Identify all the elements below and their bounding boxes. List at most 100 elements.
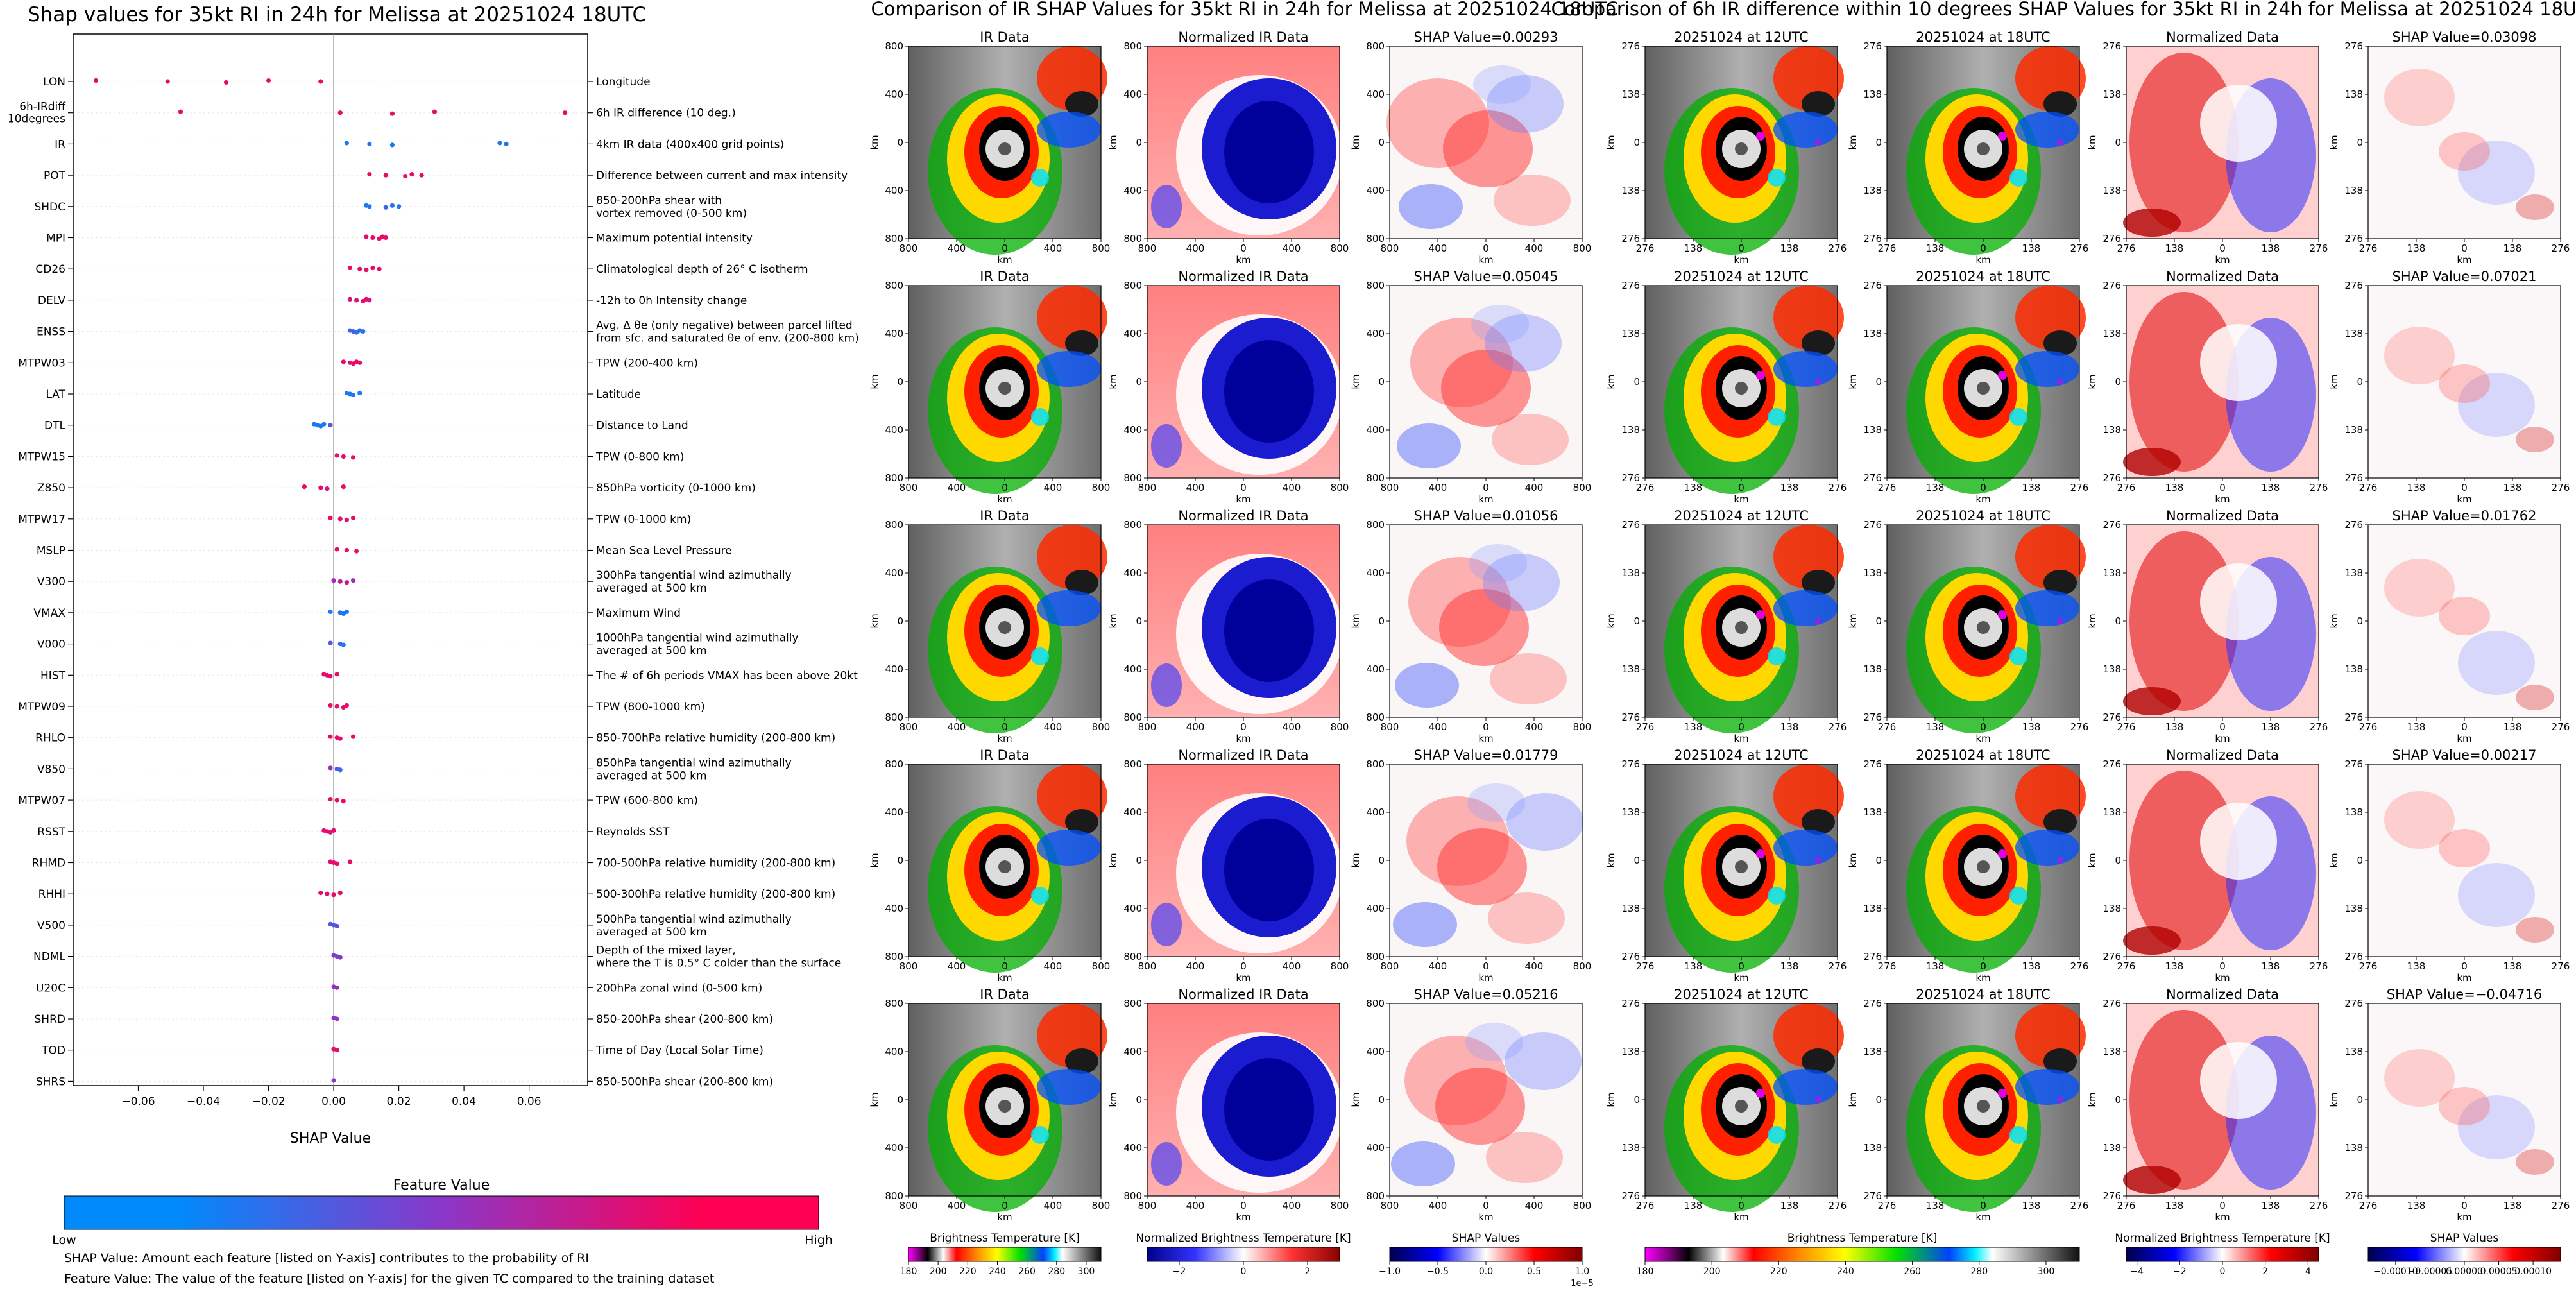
y-tick-label: 0 [1633,855,1640,866]
x-tick-label: 0 [1002,243,1008,254]
x-tick-label: 0 [1738,721,1744,733]
storm-center-marker [2057,857,2063,864]
y-tick-label: 0 [1875,376,1882,388]
x-tick-label: 138 [2407,721,2426,733]
feature-description: from sfc. and saturated θe of env. (200-… [596,332,859,345]
shap-map-blob [1505,1032,1582,1090]
map-panel: 20251024 at 18UTC27627613813800138138276… [1847,747,2088,984]
x-tick-label: 800 [1138,243,1157,254]
feature-description: TPW (800-1000 km) [595,701,705,713]
shap-point [165,79,170,84]
feature-name-label: CD26 [35,263,65,276]
shap-point [334,985,339,990]
y-tick-label: 0 [897,1094,903,1105]
x-tick-label: 800 [1573,960,1592,972]
shap-point [350,515,356,520]
x-tick-label: 0 [1240,960,1247,972]
shap-point [328,797,333,802]
shap-x-axis-label: SHAP Value [290,1131,371,1147]
y-tick-label: 0 [1875,855,1882,866]
y-tick-label: 800 [1366,758,1385,770]
shap-point [344,580,349,585]
y-tick-label: 400 [1366,1046,1385,1057]
x-tick-label: 800 [1138,721,1157,733]
colorbar-tick-label: 0.0 [1479,1267,1493,1277]
map-panel: Normalized IR Data8008004004000040040080… [1107,30,1349,266]
x-axis-label: km [1975,254,1990,266]
y-tick-label: 138 [1863,567,1882,579]
y-tick-label: 138 [2103,424,2121,436]
shap-map-blob [1488,892,1565,944]
storm-center-marker [2057,139,2063,146]
y-tick-label: 400 [1123,328,1142,339]
y-axis-label: km [1847,613,1859,628]
ir-convection-core [2043,330,2077,356]
x-tick-label: 276 [2552,960,2570,972]
feature-description: Climatological depth of 26° C isotherm [596,263,808,276]
shap-map-blob [2439,132,2490,171]
x-tick-label: 400 [948,243,966,254]
x-tick-label: 800 [1331,960,1349,972]
y-tick-label: 276 [2344,1190,2363,1202]
feature-name-label: V500 [37,919,65,932]
colorbar-tick-label: 180 [900,1267,917,1277]
y-tick-label: 138 [2344,807,2363,818]
y-tick-label: 138 [1621,807,1640,818]
x-tick-label: 138 [2503,243,2522,254]
y-tick-label: 800 [1123,1190,1142,1202]
shap-point [318,891,323,896]
ir-shap-comparison-panel: Comparison of IR SHAP Values for 35kt RI… [871,0,1619,20]
colorbar-tick-label: 200 [930,1267,947,1277]
shap-map-background [2368,525,2561,717]
y-tick-label: 276 [2103,472,2121,484]
map-panel-title: IR Data [980,747,1030,763]
y-tick-label: 800 [1123,233,1142,244]
x-tick-label: 0 [1980,482,1986,493]
y-tick-label: 138 [1621,89,1640,100]
colorbar-tick-label: 2 [2262,1267,2268,1277]
y-tick-label: 276 [2344,758,2363,770]
storm-center-marker [1998,371,2007,380]
map-panel: Normalized Data2762761381380013813827627… [2086,987,2328,1223]
map-panel-title: SHAP Value=0.01762 [2393,508,2537,524]
x-tick-label: 276 [2359,1200,2378,1211]
y-tick-label: 138 [1863,1142,1882,1154]
shap-point [331,1078,336,1083]
y-tick-label: 138 [2103,89,2121,100]
y-tick-label: 0 [897,615,903,627]
y-tick-label: 400 [885,89,903,100]
x-tick-label: 138 [2262,721,2280,733]
feature-name-label: SHDC [34,201,65,214]
feature-name-label: 6h-IRdiff [19,101,66,114]
ir-convection-core [1065,570,1098,595]
shap-point [341,359,346,364]
shap-point [383,235,388,241]
y-axis-label: km [1605,613,1617,628]
x-axis-label: km [1478,972,1493,984]
map-panel-title: SHAP Value=0.00293 [1414,30,1558,45]
shap-point [341,484,346,490]
ir-convection-core [1802,91,1835,117]
feature-name-label: LON [43,76,65,89]
shap-point [334,1048,339,1053]
x-tick-label: 800 [900,482,918,493]
colorbar-tick-label: 0.00010 [2514,1267,2552,1277]
x-tick-label: 138 [1926,721,1945,733]
x-axis-label: km [1236,972,1250,984]
y-tick-label: 138 [1621,424,1640,436]
ir-blue-band [1773,112,1838,148]
ir-cyan-patch [2009,887,2027,905]
y-tick-label: 138 [1621,663,1640,675]
x-axis-label: km [997,733,1012,744]
y-tick-label: 0 [2357,137,2363,148]
x-tick-label: 138 [2503,721,2522,733]
shap-point [344,547,349,553]
feature-description: averaged at 500 km [596,645,707,658]
map-panel: 20251024 at 12UTC27627613813800138138276… [1605,987,1847,1223]
shap-point [383,205,388,210]
y-tick-label: 138 [1621,1046,1640,1057]
x-tick-label: 400 [1525,1200,1544,1211]
shap-point [364,268,369,273]
x-tick-label: 276 [1878,1200,1897,1211]
feature-name-label: V300 [37,576,65,588]
